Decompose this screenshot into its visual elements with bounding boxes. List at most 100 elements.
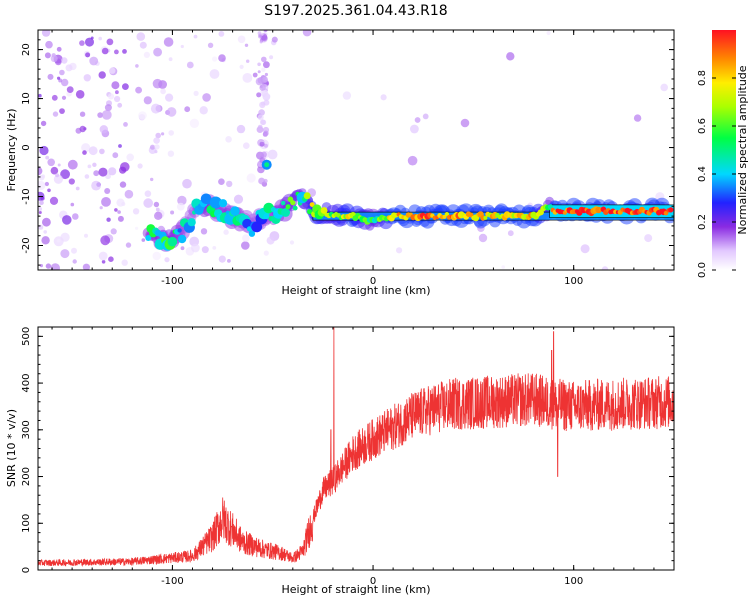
spectrogram-noise-blob <box>289 240 295 245</box>
y-tick-label: 0 <box>21 144 32 150</box>
spectrogram-noise-blob <box>100 235 111 246</box>
spectrogram-noise-blob <box>260 119 267 126</box>
ridge-core-blob <box>177 228 182 233</box>
spectrogram-noise-blob <box>57 163 61 167</box>
spectrogram-noise-blob <box>51 94 58 101</box>
ridge-core-blob <box>251 221 263 233</box>
spectrogram-noise-blob <box>242 73 253 83</box>
ridge-core-blob <box>187 218 196 227</box>
spectrogram-noise-blob <box>144 190 152 197</box>
spectrogram-noise-blob <box>152 78 163 89</box>
ridge-core-blob <box>145 235 152 241</box>
colorbar-tick-label: 0.8 <box>697 70 708 86</box>
spectrogram-noise-blob <box>61 57 68 64</box>
ridge-core-blob <box>167 236 178 247</box>
spectrogram-noise-blob <box>155 132 161 139</box>
ridge-core-blob <box>263 213 270 220</box>
colorbar: 0.0 0.2 0.4 0.6 0.8 Normalized spectral ampl… <box>697 30 749 278</box>
spectrogram-noise-blob <box>72 259 77 264</box>
spectrogram-noise-blob <box>43 230 47 234</box>
spectrogram-noise-blob <box>226 180 233 188</box>
spectrogram-noise-blob <box>580 244 590 254</box>
colorbar-ticks: 0.0 0.2 0.4 0.6 0.8 <box>697 70 736 278</box>
spectrogram-noise-blob <box>88 146 98 156</box>
spectrogram-noise-blob <box>49 196 59 205</box>
spectrogram-noise-blob <box>117 102 123 108</box>
spectrogram-noise-blob <box>633 114 642 122</box>
spectrogram-noise-blob <box>87 164 92 169</box>
spectrogram-noise-blob <box>199 106 208 115</box>
spectrogram-noise-blob <box>182 178 192 189</box>
spectrogram-noise-blob <box>263 61 270 69</box>
spectrogram-noise-blob <box>135 226 139 230</box>
spectrogram-noise-blob <box>66 86 74 93</box>
spectrogram-noise-blob <box>261 89 269 97</box>
spectrogram-noise-blob <box>97 112 103 118</box>
spectrogram-noise-blob <box>60 78 69 87</box>
spectrogram-noise-blob <box>154 144 160 150</box>
spectrogram-noise-blob <box>209 69 220 79</box>
spectrogram-noise-blob <box>112 152 119 159</box>
spectrogram-noise-blob <box>47 188 51 193</box>
spectrogram-noise-blob <box>252 72 258 78</box>
spectrogram-noise-blob <box>45 155 50 160</box>
spectrogram-noise-blob <box>109 67 116 74</box>
spectrogram-noise-blob <box>117 215 124 222</box>
spectrogram-noise-blob <box>41 236 50 245</box>
ridge-core-blob <box>230 206 240 216</box>
ridge-core-blob <box>218 199 228 208</box>
spectrogram-noise-blob <box>269 55 274 60</box>
spectrogram-noise-blob <box>91 180 101 191</box>
spectrogram-noise-blob <box>106 38 114 46</box>
ridge-core-blob <box>248 230 256 237</box>
spectrogram-noise-blob <box>89 56 99 66</box>
spectrogram-noise-blob <box>257 114 264 121</box>
spectrogram-x-axis: -100 0 100 <box>51 30 675 287</box>
spectrogram-noise-blob <box>266 236 275 245</box>
spectrogram-noise-blob <box>153 47 163 57</box>
spectrogram-noise-blob <box>52 111 59 117</box>
ridge-core-blob <box>547 204 553 210</box>
spectrogram-noise-blob <box>39 145 49 156</box>
ridge-core-blob <box>307 208 313 215</box>
spectrogram-xlabel: Height of straight line (km) <box>281 284 430 297</box>
spectrogram-noise-blob <box>143 198 153 208</box>
spectrogram-noise-blob <box>98 167 108 177</box>
y-tick-label: 10 <box>21 92 32 105</box>
spectrogram-noise-blob <box>246 173 256 183</box>
spectrogram-noise-blob <box>126 153 134 162</box>
spectrogram-noise-blob <box>71 247 77 254</box>
spectrogram-noise-blob <box>260 32 264 36</box>
spectrogram-noise-blob <box>79 40 85 46</box>
spectrogram-noise-blob <box>60 169 70 180</box>
spectrogram-noise-blob <box>62 215 72 225</box>
spectrogram-noise-blob <box>83 74 92 82</box>
spectrogram-noise-blob <box>165 93 174 102</box>
y-tick-label: -10 <box>21 188 32 204</box>
ridge-core-blob <box>264 162 270 168</box>
ridge-core-blob <box>209 196 222 209</box>
snr-background <box>38 327 674 570</box>
spectrogram-noise-blob <box>218 31 225 37</box>
spectrogram-noise-blob <box>50 55 58 63</box>
spectrogram-noise-blob <box>227 259 231 263</box>
spectrogram-noise-blob <box>302 30 312 37</box>
ridge-core-blob <box>177 234 187 244</box>
spectrogram-noise-blob <box>200 228 208 235</box>
x-tick-label: 0 <box>370 576 376 587</box>
spectrogram-noise-blob <box>260 151 267 158</box>
spectrogram-noise-blob <box>150 177 154 182</box>
spectrogram-noise-blob <box>38 93 42 98</box>
spectrogram-noise-blob <box>257 31 262 36</box>
spectrogram-noise-blob <box>223 229 229 235</box>
spectrogram-noise-blob <box>170 210 175 215</box>
spectrogram-noise-blob <box>154 211 163 220</box>
spectrogram-noise-blob <box>47 158 55 167</box>
spectrogram-noise-blob <box>153 137 160 144</box>
spectrogram-noise-blob <box>82 150 87 155</box>
spectrogram-noise-blob <box>70 202 75 207</box>
spectrogram-noise-blob <box>161 132 165 136</box>
spectrogram-noise-blob <box>98 36 102 41</box>
spectrogram-noise-blob <box>114 95 121 103</box>
spectrogram-noise-blob <box>136 32 146 41</box>
